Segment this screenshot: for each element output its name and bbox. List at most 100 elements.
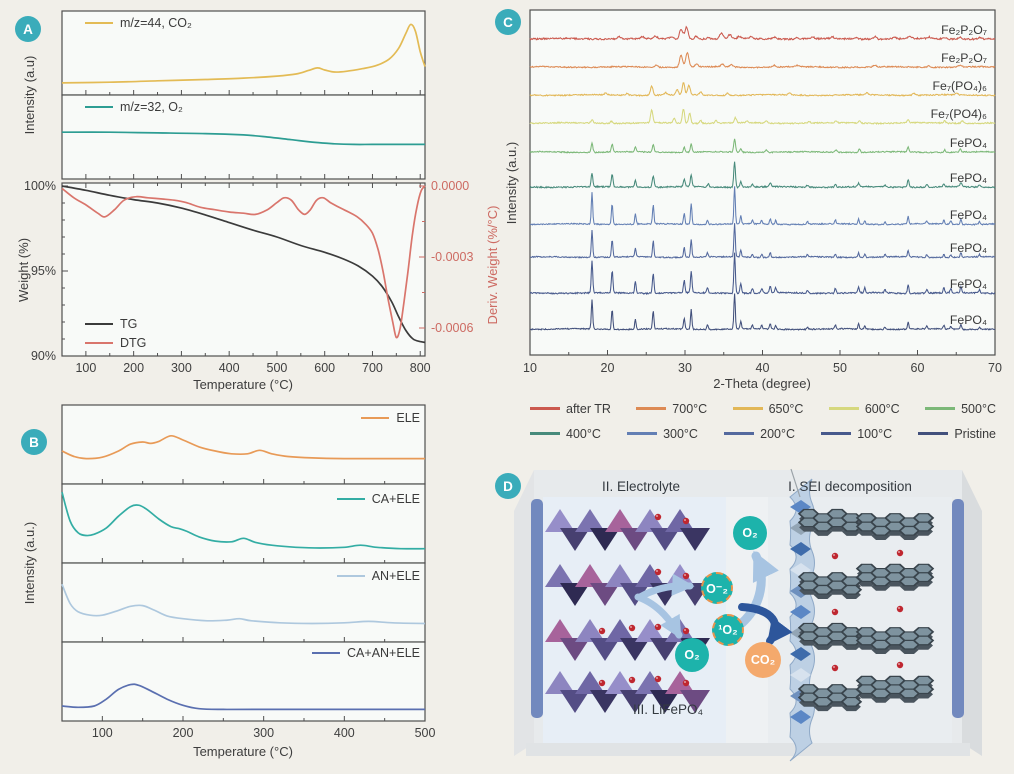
crystal-row xyxy=(545,564,710,606)
panel-d-drawing xyxy=(514,468,982,762)
panel-d-schematic: II. Electrolyte I. SEI decomposition III… xyxy=(490,455,1014,774)
legend-label: 400°C xyxy=(566,426,601,441)
legend-item-300-C: 300°C xyxy=(627,427,698,441)
graphene-dots xyxy=(831,605,904,616)
dtg-curve xyxy=(61,185,426,339)
oxygen-dot xyxy=(831,664,839,672)
o2-curve xyxy=(61,131,425,146)
legend-line xyxy=(361,416,390,420)
legend-label: m/z=44, CO₂ xyxy=(120,16,192,30)
xrd-trace-300-C xyxy=(529,186,996,226)
tick-label: 40 xyxy=(756,361,770,375)
arrow-singlet-to-co2 xyxy=(738,603,793,646)
legend-item-650-C: 650°C xyxy=(732,401,804,416)
oxygen-dot xyxy=(896,605,904,613)
tick-label: -0.0003 xyxy=(431,250,473,264)
legend-line xyxy=(336,574,365,578)
graphene-layer xyxy=(797,508,935,536)
legend-label: CA+AN+ELE xyxy=(347,646,420,660)
phase-label-100-C: FePO₄ xyxy=(950,277,987,291)
xrd-plot-frame xyxy=(529,9,996,356)
legend-item-500-C: 500°C xyxy=(925,402,996,416)
panel-c-plot: 10 20 30 40 50 60 70 Fe₂P₂O₇ Fe₂P₂O₇ Fe₇(PO₄)₆ Fe₇… xyxy=(523,9,1002,375)
panel-a-ylabel-weight: Weight (%) xyxy=(16,237,31,303)
lifepo4-region-label: III. LiFePO₄ xyxy=(632,702,704,717)
legend-line xyxy=(821,432,852,435)
panel-c-xrd: 10 20 30 40 50 60 70 Fe₂P₂O₇ Fe₂P₂O₇ Fe₇(PO₄)₆ Fe₇… xyxy=(490,0,1014,455)
oxygen-dot xyxy=(598,627,606,635)
legend-item-700-C: 700°C xyxy=(636,402,707,416)
tick-label: 700 xyxy=(362,361,383,375)
tick-label: 600 xyxy=(314,361,335,375)
arrow-to-o2 xyxy=(634,593,683,639)
legend-line xyxy=(530,407,560,410)
tick-label: 500 xyxy=(267,361,288,375)
sei-region-label: I. SEI decomposition xyxy=(788,479,912,494)
legend-line xyxy=(85,341,113,345)
xrd-trace-600-C xyxy=(529,108,996,125)
electrolyte-region-label: II. Electrolyte xyxy=(601,479,681,494)
legend-label: DTG xyxy=(120,336,147,350)
legend-item-m-z-32-O-: m/z=32, O₂ xyxy=(85,98,183,116)
panel-c-legend: after TR 700°C 650°C 600°C 500°C 400°C 300°C 20… xyxy=(530,396,996,446)
tick-label: 800 xyxy=(410,361,431,375)
arrow-to-superoxide xyxy=(636,573,695,601)
phase-label-600-C: Fe₇(PO4)₆ xyxy=(931,107,987,121)
phase-label-Pristine: FePO₄ xyxy=(950,313,987,327)
legend-line xyxy=(85,105,113,109)
panel-c-xlabel: 2-Theta (degree) xyxy=(713,376,811,391)
crystal-row xyxy=(545,509,710,551)
arrow-o2-to-sei xyxy=(737,550,779,628)
panel-a-tga-ms: 100 200 300 400 500 600 700 800 100% 95% 90% 0.0000… xyxy=(0,0,500,400)
legend-line xyxy=(724,432,755,435)
legend-item-DTG: DTG xyxy=(85,334,146,352)
legend-label: 650°C xyxy=(768,401,804,416)
ca-an-ele-curve xyxy=(61,683,425,711)
legend-line xyxy=(732,407,763,410)
panel-b-xlabel: Temperature (°C) xyxy=(193,744,293,759)
tick-label: 0.0000 xyxy=(431,179,469,193)
phase-label-300-C: FePO₄ xyxy=(950,208,987,222)
o2-top-molecule: O₂ xyxy=(733,516,767,550)
oxygen-dot xyxy=(654,623,662,631)
tick-label: 300 xyxy=(171,361,192,375)
singlet-oxygen-molecule: ¹O₂ xyxy=(712,614,744,646)
graphene-layer xyxy=(797,675,935,707)
panel-b-badge: B xyxy=(21,429,47,455)
tick-label: 500 xyxy=(415,726,436,740)
tick-label: 50 xyxy=(833,361,847,375)
tick-label: 90% xyxy=(31,349,56,363)
co2-molecule: CO₂ xyxy=(745,642,781,678)
oxygen-dot xyxy=(682,572,690,580)
legend-label: TG xyxy=(120,317,138,331)
legend-label: 100°C xyxy=(857,426,893,441)
xrd-trace-after-TR xyxy=(529,25,996,41)
an-ele-curve xyxy=(61,583,426,625)
co2-curve xyxy=(61,23,426,84)
tick-label: 300 xyxy=(253,726,274,740)
legend-row: 400°C 300°C 200°C 100°C Pristine xyxy=(530,421,996,446)
phase-label-after-TR: Fe₂P₂O₇ xyxy=(941,23,987,37)
xrd-trace-650-C xyxy=(529,82,996,97)
legend-line xyxy=(336,497,365,501)
xrd-trace-Pristine xyxy=(529,293,996,331)
co2-subplot xyxy=(61,10,426,96)
legend-item-600-C: 600°C xyxy=(828,402,900,416)
legend-line xyxy=(918,432,949,435)
tick-label: -0.0006 xyxy=(431,321,473,335)
legend-label: ELE xyxy=(396,411,420,425)
oxygen-dot xyxy=(896,661,904,669)
legend-item-CA-AN-ELE: CA+AN+ELE xyxy=(312,644,420,662)
legend-label: 200°C xyxy=(760,426,796,441)
tick-label: 400 xyxy=(334,726,355,740)
graphene-dots xyxy=(831,661,904,672)
graphene-layer xyxy=(797,622,935,650)
legend-item-ELE: ELE xyxy=(361,409,420,427)
legend-item-CA-ELE: CA+ELE xyxy=(336,490,420,508)
legend-line xyxy=(85,322,113,326)
legend-line xyxy=(312,651,341,655)
panel-a-xlabel: Temperature (°C) xyxy=(193,377,293,392)
tick-label: 95% xyxy=(31,264,56,278)
legend-item-400-C: 400°C xyxy=(530,427,601,441)
tick-label: 10 xyxy=(523,361,537,375)
